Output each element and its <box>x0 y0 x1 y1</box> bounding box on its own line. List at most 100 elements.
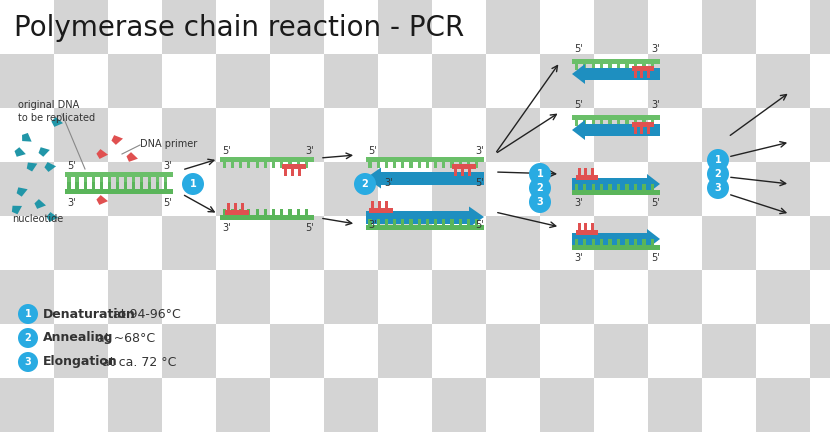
Bar <box>756 54 810 108</box>
Bar <box>84 182 87 189</box>
Bar <box>594 162 648 216</box>
Text: Polymerase chain reaction - PCR: Polymerase chain reaction - PCR <box>14 14 464 42</box>
Polygon shape <box>22 133 32 142</box>
Bar <box>264 162 267 168</box>
Bar <box>642 120 646 126</box>
Bar <box>369 162 372 168</box>
Text: 1: 1 <box>25 309 32 319</box>
Bar <box>298 169 301 176</box>
Text: 3': 3' <box>651 100 660 110</box>
Bar <box>116 177 119 184</box>
Bar <box>270 54 324 108</box>
Text: 5': 5' <box>368 146 377 156</box>
Bar <box>540 216 594 270</box>
Bar <box>540 54 594 108</box>
Bar <box>234 203 237 210</box>
Bar <box>432 378 486 432</box>
Bar <box>648 378 702 432</box>
Bar <box>486 378 540 432</box>
Text: 1: 1 <box>715 155 721 165</box>
Text: 3': 3' <box>305 146 314 156</box>
Bar <box>574 64 578 70</box>
Bar <box>0 108 54 162</box>
Bar <box>756 108 810 162</box>
Bar <box>592 64 595 70</box>
Bar <box>162 54 216 108</box>
Bar <box>378 324 432 378</box>
Bar <box>592 239 595 245</box>
Bar <box>574 184 578 190</box>
Bar <box>401 219 404 225</box>
Bar <box>702 270 756 324</box>
Bar <box>633 71 637 78</box>
Bar <box>432 54 486 108</box>
Bar <box>648 54 702 108</box>
Bar <box>540 108 594 162</box>
Bar <box>625 120 628 126</box>
Text: 5': 5' <box>67 161 76 171</box>
Text: 5': 5' <box>475 220 484 230</box>
Bar <box>634 64 637 70</box>
Bar <box>442 162 446 168</box>
Text: at 94-96°C: at 94-96°C <box>109 308 181 321</box>
Bar <box>702 324 756 378</box>
Polygon shape <box>96 149 108 159</box>
Bar <box>108 162 162 216</box>
Bar <box>594 216 648 270</box>
Bar <box>648 108 702 162</box>
Text: 5': 5' <box>574 44 583 54</box>
Bar <box>591 168 593 175</box>
Bar <box>600 64 603 70</box>
Bar <box>0 162 54 216</box>
Bar <box>54 108 108 162</box>
Bar <box>305 162 308 168</box>
Polygon shape <box>35 199 46 209</box>
Text: 5': 5' <box>163 198 172 208</box>
Bar <box>608 239 612 245</box>
Bar <box>227 203 230 210</box>
Text: 3': 3' <box>163 161 172 171</box>
Bar <box>272 162 276 168</box>
Bar <box>270 324 324 378</box>
Bar <box>540 324 594 378</box>
Bar <box>640 127 643 134</box>
Bar <box>282 164 306 169</box>
Bar <box>640 71 643 78</box>
Bar <box>432 216 486 270</box>
Circle shape <box>707 149 729 171</box>
Polygon shape <box>17 187 27 197</box>
Bar <box>634 239 637 245</box>
Bar <box>810 324 830 378</box>
Bar <box>239 209 242 215</box>
Bar <box>451 219 454 225</box>
Bar <box>451 162 454 168</box>
Bar <box>600 239 603 245</box>
Bar <box>366 210 469 223</box>
Bar <box>594 270 648 324</box>
Bar <box>378 0 432 54</box>
Text: 2: 2 <box>537 183 544 193</box>
Bar <box>702 108 756 162</box>
Bar <box>475 162 478 168</box>
Bar <box>426 219 429 225</box>
Bar <box>297 209 300 215</box>
Bar <box>486 108 540 162</box>
Circle shape <box>707 177 729 199</box>
Bar <box>108 216 162 270</box>
Bar <box>591 223 593 230</box>
Bar <box>442 219 446 225</box>
Bar <box>76 177 79 184</box>
Bar <box>220 215 314 220</box>
Bar <box>324 216 378 270</box>
Polygon shape <box>366 168 381 188</box>
Polygon shape <box>647 229 660 249</box>
Bar <box>162 0 216 54</box>
Bar <box>289 209 291 215</box>
Bar <box>289 162 291 168</box>
Bar <box>108 108 162 162</box>
Bar <box>264 209 267 215</box>
Bar <box>281 209 283 215</box>
Bar <box>0 324 54 378</box>
Bar <box>231 162 234 168</box>
Bar <box>162 216 216 270</box>
